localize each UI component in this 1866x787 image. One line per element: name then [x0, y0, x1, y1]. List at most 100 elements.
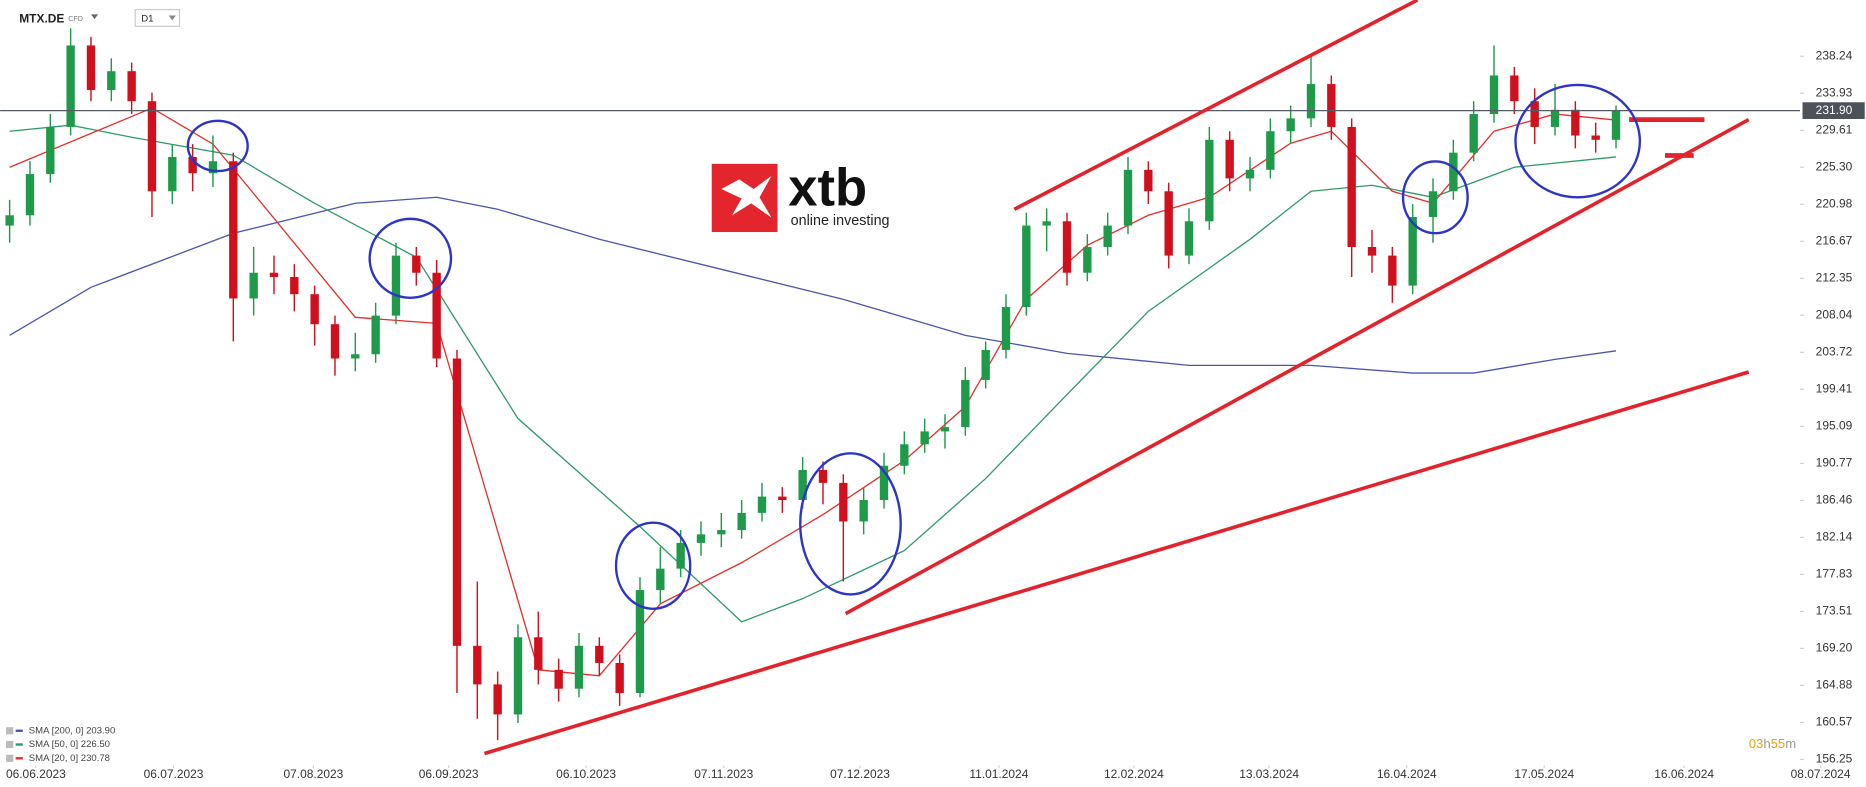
y-tick-label: 190.77: [1816, 456, 1853, 470]
interval-box[interactable]: [134, 8, 181, 27]
candle-body: [1530, 101, 1539, 127]
candle-body: [1449, 152, 1458, 192]
candle-body: [493, 684, 502, 715]
candle-body: [1144, 169, 1153, 192]
y-tick-label: 186.46: [1816, 493, 1853, 507]
highlight: [799, 452, 902, 596]
legend-icon: [6, 727, 14, 735]
candle-body: [330, 324, 340, 359]
legend-swatch: [15, 729, 23, 732]
candle-body: [900, 444, 909, 466]
candle-body: [1266, 131, 1275, 170]
candle-body: [391, 255, 401, 316]
y-tick-label: 173.51: [1816, 604, 1853, 618]
legend-swatch: [15, 743, 23, 746]
candle-body: [1510, 75, 1519, 102]
candle-body: [147, 101, 157, 192]
sma-line: [9, 124, 1617, 623]
candle-body: [676, 542, 685, 569]
candle-body: [290, 277, 299, 295]
candle-body: [107, 71, 116, 91]
countdown-hours: 03: [1749, 737, 1764, 752]
legend: SMA [200, 0] 203.90 SMA [50, 0] 226.50 SMA…: [6, 725, 115, 764]
instrument-type: CFD: [68, 15, 83, 23]
logo-text: xtb: [788, 158, 867, 217]
trend-line: [844, 118, 1750, 616]
candle-body: [534, 637, 543, 670]
sma-line: [9, 196, 1617, 374]
candle-body: [1428, 191, 1438, 217]
y-tick-label: 177.83: [1816, 567, 1853, 581]
candle-body: [737, 512, 746, 531]
candle-body: [1591, 135, 1600, 140]
candle-body: [757, 496, 767, 513]
candle-body: [859, 500, 868, 522]
candle-body: [1062, 221, 1072, 273]
axes: 238.24 233.93 229.61 225.30 220.98 216.67 212.…: [6, 48, 1865, 781]
candle-body: [5, 215, 14, 226]
y-tick-label: 220.98: [1816, 196, 1853, 210]
candle-body: [86, 45, 96, 91]
symbol-dropdown[interactable]: [90, 14, 99, 20]
candle-body: [920, 431, 929, 445]
candle-body: [1367, 247, 1377, 256]
legend-icon: [6, 754, 14, 762]
candle-body: [452, 358, 462, 646]
countdown: 03h55m: [1749, 737, 1797, 752]
trend-line: [483, 370, 1750, 756]
x-tick-label: 11.01.2024: [969, 767, 1028, 781]
candle-body: [168, 156, 177, 192]
candle-body: [229, 161, 238, 299]
last-price-label: 231.90: [1816, 103, 1853, 117]
countdown-m: m: [1785, 737, 1796, 752]
candle-body: [66, 45, 75, 127]
candle-body: [1408, 216, 1417, 286]
logo-tagline: online investing: [791, 213, 890, 229]
candle-body: [554, 669, 563, 689]
candle-body: [1550, 109, 1560, 127]
interval: D1: [141, 14, 153, 25]
highlight: [186, 119, 249, 173]
logo: xtb online investing: [711, 158, 890, 233]
candle-body: [1327, 84, 1336, 127]
trend-line: [1013, 0, 1419, 211]
candle-body: [1103, 225, 1112, 248]
x-tick-label: 06.10.2023: [556, 767, 616, 781]
candle-body: [818, 470, 828, 483]
plot-area: [0, 28, 1801, 741]
candle-body: [778, 496, 787, 501]
candle-body: [473, 645, 482, 685]
candle-body: [1205, 139, 1214, 222]
y-tick-label: 233.93: [1816, 85, 1853, 99]
candle-body: [1083, 247, 1092, 273]
candle-body: [717, 530, 726, 535]
legend-swatch: [15, 757, 23, 760]
candle-body: [1306, 84, 1316, 119]
candle-body: [961, 379, 970, 428]
highlight-circles: [186, 83, 1642, 610]
candle-body: [432, 272, 441, 359]
countdown-minutes: 55: [1771, 737, 1786, 752]
candle-body: [1469, 114, 1478, 153]
candle-body: [1001, 307, 1011, 350]
y-tick-label: 203.72: [1816, 344, 1853, 358]
candle-body: [940, 427, 950, 432]
y-tick-label: 164.88: [1816, 678, 1853, 692]
highlight: [368, 217, 453, 300]
candle-body: [1123, 169, 1133, 226]
countdown-h: h: [1763, 737, 1770, 752]
price-axis: [1800, 0, 1866, 787]
x-tick-label: 07.12.2023: [830, 767, 890, 781]
highlight: [1401, 160, 1469, 235]
y-tick-label: 169.20: [1816, 641, 1853, 655]
y-tick-label: 199.41: [1816, 381, 1853, 395]
candle-body: [249, 272, 258, 299]
y-tick-label: 182.14: [1816, 530, 1853, 544]
candle-body: [269, 272, 279, 278]
x-tick-label: 17.05.2024: [1514, 767, 1574, 781]
x-tick-label: 06.07.2023: [144, 767, 204, 781]
candle-body: [656, 568, 665, 591]
candle-body: [25, 174, 35, 216]
candle-body: [188, 156, 197, 174]
